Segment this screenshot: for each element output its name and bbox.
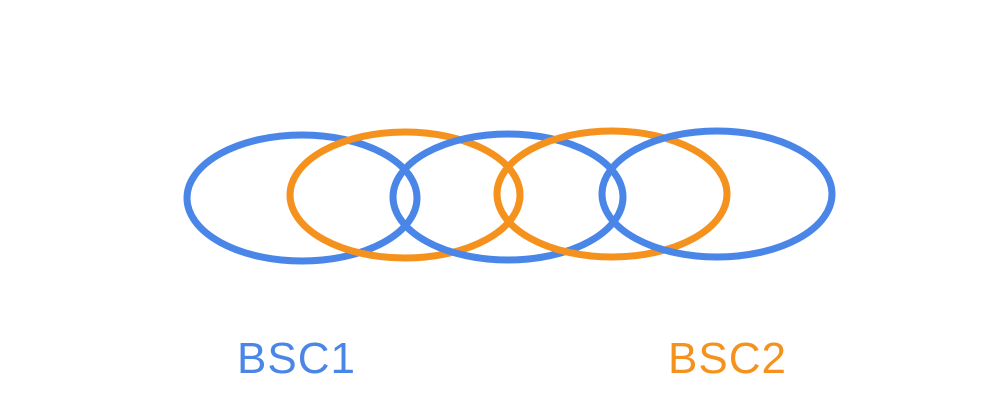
bsc2-label: BSC2 <box>668 334 787 383</box>
ring-bsc1-1 <box>183 131 421 265</box>
ring-bsc2-2 <box>493 127 731 261</box>
bsc1-label: BSC1 <box>237 334 356 383</box>
ring-bsc1-2 <box>389 130 627 264</box>
ring-bsc1-3 <box>598 127 836 261</box>
ring-bsc2-1 <box>286 128 524 262</box>
